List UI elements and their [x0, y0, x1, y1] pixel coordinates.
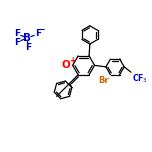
Text: CF$_3$: CF$_3$ — [132, 73, 148, 85]
Text: F: F — [35, 29, 41, 38]
Text: +: + — [69, 55, 76, 65]
Text: F: F — [14, 29, 20, 38]
Text: O: O — [62, 60, 70, 70]
Text: Br: Br — [98, 76, 109, 85]
Text: F: F — [25, 43, 31, 52]
Text: B: B — [23, 33, 31, 43]
Text: −: − — [37, 25, 45, 34]
Text: F: F — [14, 38, 20, 47]
